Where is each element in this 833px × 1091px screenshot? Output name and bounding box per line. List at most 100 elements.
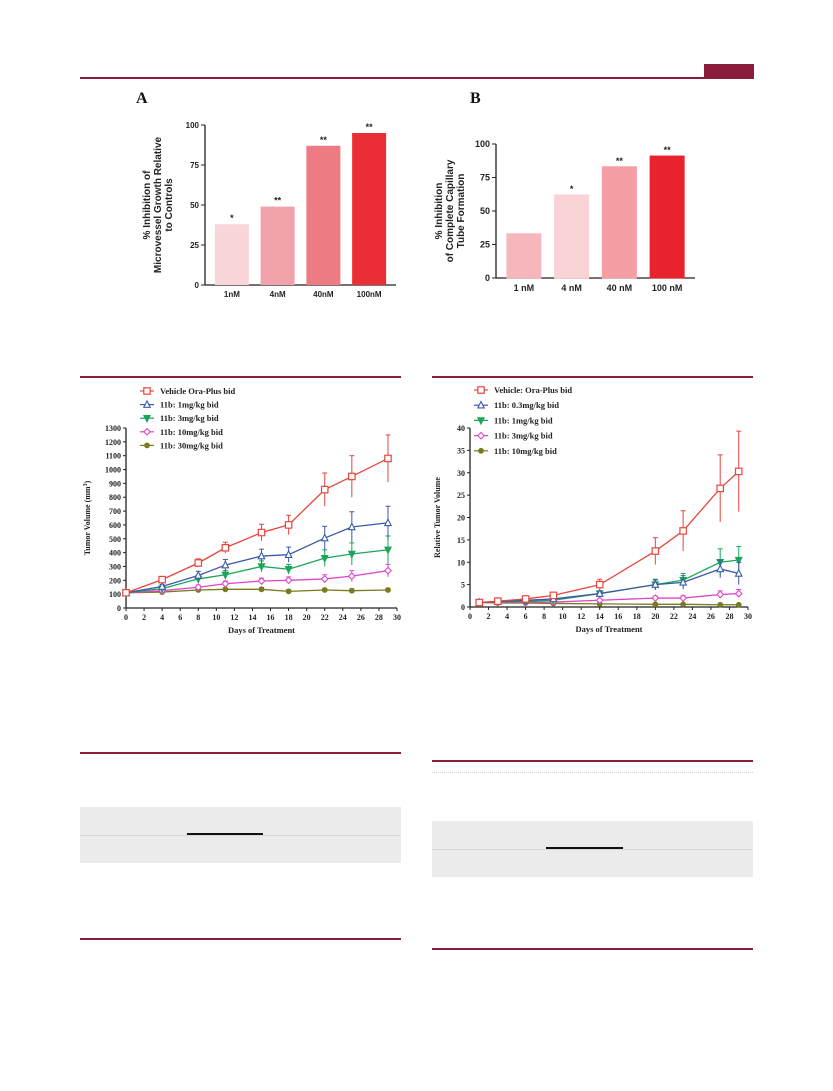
marker-circle: [321, 587, 328, 593]
y-tick-label: 40: [457, 424, 465, 433]
marker-circle: [652, 601, 659, 608]
section-rule-left-top: [80, 376, 401, 378]
x-tick-label: 28: [375, 613, 383, 622]
x-tick-label: 8: [196, 613, 200, 622]
bar-significance-label: *: [570, 184, 574, 194]
y-tick-label: 700: [109, 507, 121, 516]
marker-triangle-down: [734, 556, 743, 565]
y-tick-label: 15: [457, 536, 465, 545]
legend-label: Vehicle: Ora-Plus bid: [494, 385, 572, 395]
panel-b-letter: B: [470, 90, 481, 107]
bar: [601, 166, 637, 279]
y-tick-label: 100: [475, 139, 490, 149]
marker-circle: [735, 601, 742, 608]
bar: [506, 233, 542, 279]
legend-label: 11b: 0.3mg/kg bid: [494, 400, 559, 410]
table-header-band-left: [80, 807, 401, 863]
section-rule-right-top: [432, 376, 753, 378]
y-tick-label: 20: [457, 514, 465, 523]
marker-triangle-up: [142, 399, 152, 408]
y-axis-label-line: % Inhibition of: [142, 170, 153, 240]
marker-triangle-up: [158, 581, 167, 590]
x-category-label: 40nM: [313, 290, 334, 299]
marker-triangle-down: [257, 563, 266, 572]
table-rule-right-bottom: [432, 948, 753, 950]
bar: [260, 206, 295, 285]
marker-diamond: [651, 594, 660, 603]
y-tick-label: 25: [190, 241, 199, 250]
y-tick-label: 1200: [105, 438, 121, 447]
bar: [352, 133, 387, 285]
x-tick-label: 16: [267, 613, 275, 622]
marker-square: [143, 387, 151, 395]
marker-circle: [717, 601, 724, 608]
legend-label: 11b: 3mg/kg bid: [160, 413, 219, 423]
x-tick-label: 0: [468, 612, 472, 621]
marker-square: [494, 597, 502, 605]
x-tick-label: 4: [160, 613, 164, 622]
y-tick-label: 10: [457, 558, 465, 567]
marker-diamond: [477, 431, 485, 440]
x-tick-label: 30: [393, 613, 401, 622]
y-tick-label: 0: [485, 273, 490, 283]
x-tick-label: 2: [142, 613, 146, 622]
marker-diamond: [194, 583, 203, 592]
marker-triangle-down: [142, 415, 152, 424]
y-tick-label: 900: [109, 479, 121, 488]
marker-triangle-up: [679, 577, 688, 586]
marker-triangle-down: [383, 546, 392, 555]
x-tick-label: 18: [633, 612, 641, 621]
marker-circle: [680, 601, 687, 608]
marker-square: [651, 547, 660, 555]
marker-diamond: [143, 427, 151, 436]
marker-triangle-up: [476, 400, 486, 409]
marker-triangle-up: [347, 522, 356, 531]
x-tick-label: 4: [505, 612, 509, 621]
marker-square: [221, 543, 230, 552]
marker-triangle-up: [221, 560, 230, 569]
marker-diamond: [734, 589, 743, 598]
marker-triangle-up: [320, 533, 329, 542]
legend-label: 11b: 10mg/kg bid: [494, 446, 557, 456]
y-tick-label: 0: [461, 603, 465, 612]
x-category-label: 100 nM: [652, 283, 683, 293]
marker-triangle-down: [284, 566, 293, 575]
bar-significance-label: **: [664, 145, 672, 155]
marker-diamond: [320, 574, 329, 583]
series-line: [479, 601, 739, 606]
x-tick-label: 12: [230, 613, 238, 622]
x-tick-label: 26: [707, 612, 715, 621]
series-line: [479, 568, 739, 604]
x-tick-label: 10: [559, 612, 567, 621]
marker-circle: [285, 588, 292, 595]
marker-square: [158, 575, 166, 584]
x-tick-label: 24: [688, 612, 696, 621]
y-axis-label-line: of Complete Capillary: [445, 159, 456, 262]
y-axis-label-line: Tube Formation: [456, 174, 467, 249]
y-tick-label: 50: [190, 201, 199, 210]
x-tick-label: 6: [524, 612, 528, 621]
bar-significance-label: **: [320, 135, 328, 145]
marker-diamond: [716, 590, 725, 599]
bar-significance-label: *: [230, 213, 234, 223]
legend-label: 11b: 1mg/kg bid: [160, 400, 219, 410]
table-rule-right-top: [432, 760, 753, 762]
x-tick-label: 0: [124, 613, 128, 622]
marker-circle: [258, 586, 265, 593]
table-header-band-right: [432, 821, 753, 877]
y-axis-label-line: % Inhibition: [434, 183, 445, 240]
x-tick-label: 14: [248, 613, 256, 622]
y-tick-label: 30: [457, 469, 465, 478]
y-axis-label-line: to Controls: [164, 178, 175, 232]
marker-triangle-down: [347, 550, 356, 559]
x-axis-label: Days of Treatment: [228, 625, 295, 635]
x-category-label: 100nM: [357, 290, 382, 299]
marker-diamond: [679, 594, 688, 603]
y-tick-label: 800: [109, 493, 121, 502]
header-rule: [80, 77, 754, 79]
legend-label: 11b: 3mg/kg bid: [494, 431, 553, 441]
y-tick-label: 100: [186, 121, 200, 130]
